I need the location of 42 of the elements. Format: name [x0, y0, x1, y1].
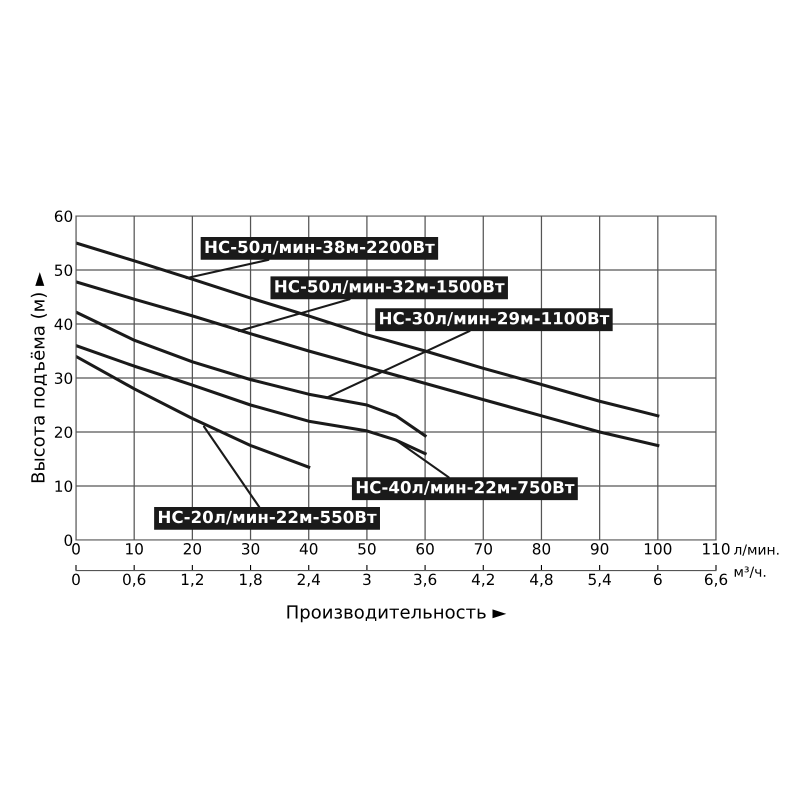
- y-tick-label: 20: [54, 426, 72, 438]
- line-series: [76, 280, 660, 448]
- x2-tick-label: 2,4: [298, 574, 320, 587]
- text: л/мин.: [734, 544, 779, 556]
- x2-tick-label: 3: [363, 574, 371, 586]
- y-tick-label: 40: [54, 318, 72, 330]
- annotation: НС-50л/мин-38м-2200Вт: [206, 240, 435, 255]
- y-tick-label: 10: [55, 480, 72, 492]
- x-tick-label: 70: [474, 543, 492, 555]
- x2-tick-label: 6: [654, 574, 662, 586]
- y-tick-label: 60: [54, 210, 72, 222]
- annotation: НС-40л/мин-22м-750Вт: [356, 480, 574, 495]
- x-tick-label: 10: [126, 543, 143, 555]
- x2-tick-label: 4,8: [530, 574, 553, 587]
- y-tick-label: 0: [64, 534, 72, 546]
- x-axis-title: Производительность ►: [287, 605, 506, 622]
- x-tick-label: 30: [242, 543, 260, 555]
- y-axis-title: Высота подъёма (м) ►: [30, 272, 47, 482]
- x2-tick-label: 6,6: [704, 574, 728, 587]
- x2-tick-label: 0: [72, 574, 80, 586]
- x2-tick-label: 1,8: [240, 574, 262, 587]
- x2-tick-label: 3,6: [414, 574, 436, 587]
- x-tick-label: 80: [532, 543, 550, 555]
- y-tick-label: 50: [54, 264, 72, 276]
- x-tick-label: 40: [300, 543, 318, 555]
- annotation: НС-20л/мин-22м-550Вт: [158, 510, 377, 525]
- x-tick-label: 50: [358, 543, 376, 555]
- text: м³/ч.: [734, 566, 766, 578]
- x2-tick-label: 0,6: [123, 574, 146, 587]
- x2-tick-label: 1,2: [182, 574, 203, 587]
- x2-tick-label: 4,2: [472, 574, 494, 587]
- x2-tick-label: 5,4: [588, 574, 611, 587]
- annotation: НС-30л/мин-29м-1100Вт: [380, 312, 610, 326]
- annotation: НС-50л/мин-32м-1500Вт: [275, 280, 505, 294]
- x-tick-label: 60: [416, 543, 434, 555]
- x-tick-label: 110: [703, 543, 730, 555]
- x-tick-label: 0: [72, 543, 80, 555]
- x-tick-label: 100: [644, 543, 672, 555]
- line-series: [76, 241, 660, 418]
- y-tick-label: 30: [54, 372, 72, 384]
- x-tick-label: 20: [184, 543, 202, 555]
- x-tick-label: 90: [590, 543, 608, 555]
